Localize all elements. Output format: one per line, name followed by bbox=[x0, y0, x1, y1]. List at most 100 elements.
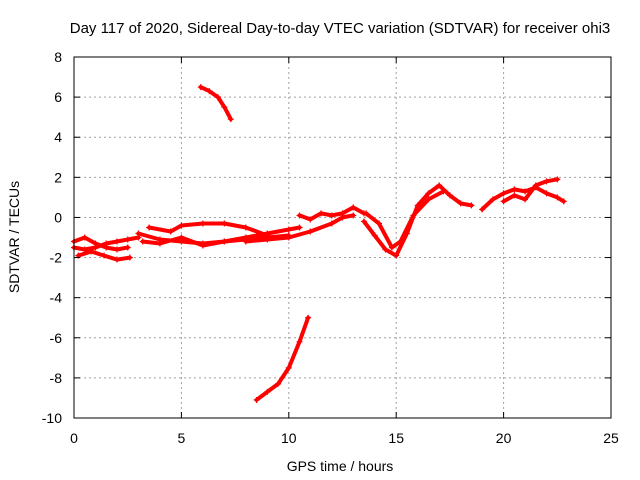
data-point bbox=[178, 234, 185, 241]
chart-title: Day 117 of 2020, Sidereal Day-to-day VTE… bbox=[70, 20, 611, 37]
data-point bbox=[206, 88, 213, 95]
data-point bbox=[500, 190, 507, 197]
data-point bbox=[328, 212, 335, 219]
y-tick-label: -6 bbox=[50, 330, 63, 346]
data-point bbox=[522, 188, 529, 195]
data-point bbox=[113, 256, 120, 263]
data-point bbox=[242, 224, 249, 231]
data-point bbox=[350, 204, 357, 211]
data-point bbox=[124, 244, 131, 251]
x-tick-label: 25 bbox=[603, 430, 619, 446]
data-point bbox=[296, 224, 303, 231]
data-point bbox=[489, 196, 496, 203]
y-tick-label: 2 bbox=[54, 169, 62, 185]
data-trace-arc-13 bbox=[198, 85, 233, 122]
data-point bbox=[264, 236, 271, 243]
x-tick-label: 10 bbox=[281, 430, 297, 446]
data-point bbox=[264, 388, 271, 395]
data-point bbox=[199, 242, 206, 249]
data-point bbox=[318, 210, 325, 217]
data-point bbox=[511, 186, 518, 193]
data-point bbox=[221, 238, 228, 245]
data-point bbox=[146, 224, 153, 231]
y-tick-label: 8 bbox=[54, 49, 62, 65]
data-point bbox=[479, 206, 486, 213]
data-point bbox=[101, 252, 108, 259]
data-point bbox=[543, 178, 550, 185]
data-point bbox=[296, 338, 303, 345]
data-point bbox=[88, 248, 95, 255]
data-point bbox=[457, 200, 464, 207]
data-point bbox=[214, 94, 221, 101]
data-point bbox=[440, 188, 447, 195]
data-trace-arc-14 bbox=[254, 315, 311, 402]
data-point bbox=[139, 238, 146, 245]
data-trace-arc-5 bbox=[147, 221, 270, 238]
data-point bbox=[305, 314, 312, 321]
data-point bbox=[403, 230, 410, 237]
data-point bbox=[242, 238, 249, 245]
data-point bbox=[410, 212, 417, 219]
data-point bbox=[296, 212, 303, 219]
data-markers bbox=[71, 84, 567, 403]
y-tick-label: -4 bbox=[50, 290, 63, 306]
x-tick-label: 20 bbox=[496, 430, 512, 446]
data-point bbox=[92, 240, 99, 247]
y-tick-label: -8 bbox=[50, 370, 63, 386]
data-point bbox=[113, 246, 120, 253]
data-point bbox=[285, 226, 292, 233]
data-point bbox=[397, 238, 404, 245]
data-point bbox=[124, 236, 131, 243]
data-point bbox=[81, 246, 88, 253]
data-point bbox=[350, 212, 357, 219]
data-point bbox=[199, 220, 206, 227]
y-axis-label: SDTVAR / TECUs bbox=[6, 181, 22, 293]
axis-ticks: 0 5 10 15 20 25 -10 -8 -6 -4 -2 0 2 4 6 8 bbox=[42, 49, 619, 446]
data-point bbox=[371, 232, 378, 239]
y-tick-label: 0 bbox=[54, 209, 62, 225]
data-point bbox=[126, 254, 133, 261]
data-point bbox=[511, 192, 518, 199]
data-point bbox=[388, 244, 395, 251]
data-traces bbox=[72, 85, 566, 402]
data-point bbox=[522, 196, 529, 203]
data-point bbox=[285, 234, 292, 241]
data-point bbox=[221, 220, 228, 227]
y-tick-label: -2 bbox=[50, 250, 63, 266]
data-point bbox=[197, 84, 204, 91]
data-point bbox=[339, 210, 346, 217]
data-point bbox=[382, 246, 389, 253]
x-tick-label: 5 bbox=[178, 430, 186, 446]
y-tick-label: 6 bbox=[54, 89, 62, 105]
x-tick-label: 15 bbox=[388, 430, 404, 446]
data-point bbox=[414, 202, 421, 209]
data-point bbox=[178, 222, 185, 229]
data-point bbox=[167, 228, 174, 235]
data-point bbox=[360, 218, 367, 225]
data-point bbox=[227, 116, 234, 123]
data-point bbox=[554, 176, 561, 183]
data-point bbox=[425, 196, 432, 203]
data-point bbox=[275, 380, 282, 387]
data-point bbox=[81, 234, 88, 241]
data-point bbox=[376, 220, 383, 227]
data-point bbox=[446, 192, 453, 199]
data-point bbox=[393, 252, 400, 259]
data-point bbox=[554, 194, 561, 201]
data-point bbox=[113, 238, 120, 245]
data-point bbox=[560, 198, 567, 205]
data-point bbox=[363, 210, 370, 217]
data-point bbox=[253, 396, 260, 403]
data-point bbox=[156, 240, 163, 247]
data-trace-arc-9 bbox=[362, 183, 474, 258]
data-point bbox=[221, 104, 228, 111]
data-point bbox=[532, 182, 539, 189]
data-point bbox=[135, 230, 142, 237]
data-point bbox=[285, 364, 292, 371]
data-point bbox=[500, 198, 507, 205]
plot-frame bbox=[73, 56, 612, 419]
data-point bbox=[307, 216, 314, 223]
data-point bbox=[103, 244, 110, 251]
y-tick-label: 4 bbox=[54, 129, 62, 145]
